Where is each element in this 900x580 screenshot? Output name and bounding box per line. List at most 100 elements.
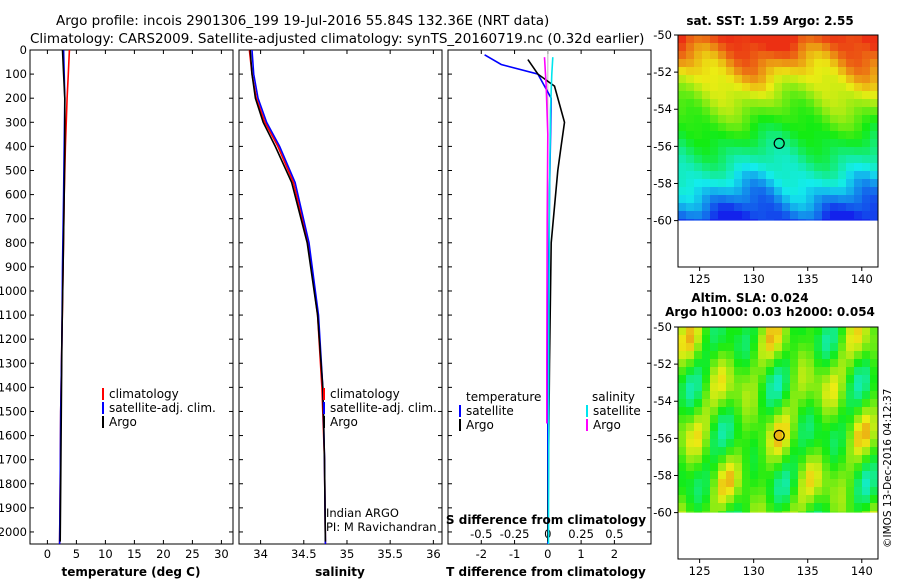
map-cell: [806, 367, 814, 375]
map-cell: [846, 383, 854, 391]
map-cell: [862, 195, 870, 203]
map-cell: [822, 219, 830, 221]
map-cell: [774, 343, 782, 351]
map-cell: [750, 99, 758, 107]
map-cell: [814, 99, 822, 107]
map-cell: [830, 91, 838, 99]
depth-tick-label: 0: [20, 43, 27, 57]
map-cell: [750, 187, 758, 195]
map-cell: [846, 203, 854, 211]
map-cell: [798, 155, 806, 163]
legend-label: climatology: [330, 387, 400, 401]
map-cell: [798, 163, 806, 171]
legend-label: Argo: [593, 418, 621, 432]
map-cell: [750, 195, 758, 203]
map-cell: [758, 195, 766, 203]
legend-swatch: [459, 405, 461, 417]
map-cell: [838, 219, 846, 221]
map-cell: [782, 415, 790, 423]
map-cell: [782, 407, 790, 415]
map-cell: [726, 423, 734, 431]
sst-map-frame: [677, 34, 879, 268]
map-cell: [742, 203, 750, 211]
map-cell: [790, 83, 798, 91]
map-cell: [774, 327, 782, 335]
map-cell: [766, 447, 774, 455]
map-cell: [774, 479, 782, 487]
map-cell: [782, 219, 790, 221]
map-cell: [838, 139, 846, 147]
x-tick-label: 15: [127, 547, 142, 561]
map-cell: [678, 463, 686, 471]
map-cell: [678, 335, 686, 343]
map-cell: [838, 131, 846, 139]
map-cell: [742, 455, 750, 463]
map-cell: [790, 67, 798, 75]
map-cell: [718, 91, 726, 99]
map-cell: [718, 83, 726, 91]
map-cell: [726, 91, 734, 99]
map-cell: [846, 511, 854, 513]
map-cell: [766, 367, 774, 375]
legend-label: satellite-adj. clim.: [109, 401, 216, 415]
map-cell: [742, 51, 750, 59]
map-cell: [766, 67, 774, 75]
map-cell: [758, 399, 766, 407]
map-cell: [742, 147, 750, 155]
map-cell: [838, 147, 846, 155]
map-cell: [702, 123, 710, 131]
sst-map-title: sat. SST: 1.59 Argo: 2.55: [686, 14, 853, 28]
map-cell: [838, 155, 846, 163]
map-cell: [734, 423, 742, 431]
map-cell: [734, 51, 742, 59]
map-cell: [822, 163, 830, 171]
map-cell: [710, 423, 718, 431]
map-cell: [862, 51, 870, 59]
map-cell: [838, 455, 846, 463]
map-cell: [750, 219, 758, 221]
map-cell: [806, 351, 814, 359]
map-cell: [790, 455, 798, 463]
map-cell: [838, 327, 846, 335]
map-cell: [702, 211, 710, 219]
map-cell: [814, 91, 822, 99]
map-cell: [718, 455, 726, 463]
map-cell: [790, 431, 798, 439]
map-cell: [814, 59, 822, 67]
map-cell: [822, 343, 830, 351]
map-cell: [846, 75, 854, 83]
map-cell: [726, 203, 734, 211]
map-cell: [870, 203, 878, 211]
map-cell: [782, 463, 790, 471]
map-cell: [830, 399, 838, 407]
map-cell: [774, 83, 782, 91]
map-cell: [870, 35, 878, 43]
map-cell: [758, 503, 766, 511]
map-cell: [870, 415, 878, 423]
map-cell: [702, 59, 710, 67]
map-cell: [710, 131, 718, 139]
map-cell: [798, 471, 806, 479]
depth-tick-label: 1600: [0, 429, 27, 443]
map-cell: [766, 195, 774, 203]
map-cell: [758, 171, 766, 179]
map-cell: [742, 447, 750, 455]
map-cell: [710, 383, 718, 391]
map-cell: [750, 447, 758, 455]
x-tick-label: 5: [73, 547, 80, 561]
map-cell: [814, 447, 822, 455]
map-cell: [750, 43, 758, 51]
map-cell: [822, 359, 830, 367]
map-cell: [742, 211, 750, 219]
map-cell: [782, 75, 790, 83]
x-tick-label: 1: [577, 547, 584, 561]
map-cell: [750, 439, 758, 447]
map-cell: [694, 179, 702, 187]
map-cell: [742, 115, 750, 123]
map-cell: [862, 107, 870, 115]
map-cell: [830, 35, 838, 43]
map-cell: [830, 407, 838, 415]
map-cell: [782, 511, 790, 513]
map-cell: [766, 439, 774, 447]
